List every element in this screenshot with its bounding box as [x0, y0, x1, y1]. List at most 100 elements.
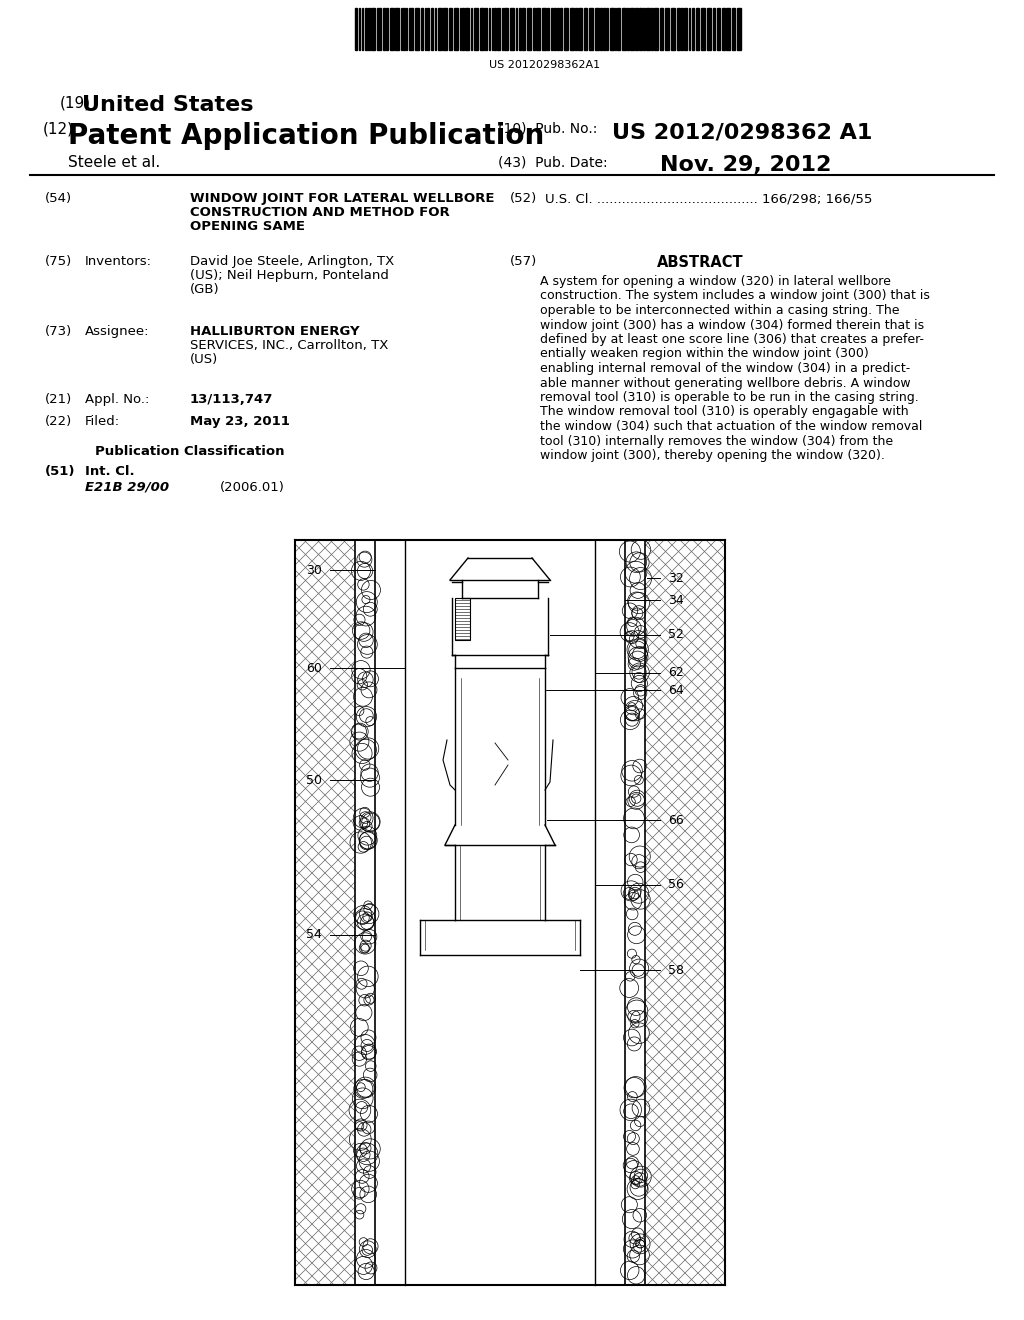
Bar [645, 8, 649, 50]
Bar [560, 8, 562, 50]
Bar [614, 8, 616, 50]
Bar [627, 8, 629, 50]
Bar [643, 8, 644, 50]
Text: E21B 29/00: E21B 29/00 [85, 480, 169, 494]
Text: (52): (52) [510, 191, 538, 205]
Text: tool (310) internally removes the window (304) from the: tool (310) internally removes the window… [540, 434, 893, 447]
Text: (US): (US) [190, 352, 218, 366]
Bar [368, 8, 370, 50]
Bar [443, 8, 447, 50]
Bar [630, 8, 634, 50]
Bar [479, 8, 483, 50]
Bar [415, 8, 419, 50]
Bar [403, 8, 404, 50]
Polygon shape [445, 825, 555, 845]
Text: (75): (75) [45, 255, 73, 268]
Text: construction. The system includes a window joint (300) that is: construction. The system includes a wind… [540, 289, 930, 302]
Bar [434, 8, 436, 50]
Bar [635, 8, 638, 50]
Bar [609, 8, 613, 50]
Text: David Joe Steele, Arlington, TX: David Joe Steele, Arlington, TX [190, 255, 394, 268]
Bar [722, 8, 725, 50]
Text: 13/113,747: 13/113,747 [190, 393, 273, 407]
Bar [564, 8, 568, 50]
Text: Assignee:: Assignee: [85, 325, 150, 338]
Bar [651, 8, 653, 50]
Bar [449, 8, 452, 50]
Text: (21): (21) [45, 393, 73, 407]
Text: SERVICES, INC., Carrollton, TX: SERVICES, INC., Carrollton, TX [190, 339, 388, 352]
Text: Int. Cl.: Int. Cl. [85, 465, 134, 478]
Text: 66: 66 [668, 813, 684, 826]
Bar [732, 8, 735, 50]
Text: (US); Neil Hepburn, Ponteland: (US); Neil Hepburn, Ponteland [190, 269, 389, 282]
Text: 30: 30 [306, 564, 322, 577]
Bar [497, 8, 500, 50]
Bar [726, 8, 730, 50]
Text: (10)  Pub. No.:: (10) Pub. No.: [498, 121, 597, 136]
Text: 62: 62 [668, 667, 684, 680]
Text: (51): (51) [45, 465, 76, 478]
Bar [377, 8, 381, 50]
Bar [365, 8, 367, 50]
Bar [371, 8, 375, 50]
Bar [659, 8, 663, 50]
Bar [485, 8, 487, 50]
Bar [692, 8, 694, 50]
Bar [681, 8, 683, 50]
Bar [383, 8, 384, 50]
Text: 56: 56 [668, 879, 684, 891]
Bar [470, 8, 472, 50]
Text: removal tool (310) is operable to be run in the casing string.: removal tool (310) is operable to be run… [540, 391, 919, 404]
Text: the window (304) such that actuation of the window removal: the window (304) such that actuation of … [540, 420, 923, 433]
Text: window joint (300) has a window (304) formed therein that is: window joint (300) has a window (304) fo… [540, 318, 924, 331]
Text: (43)  Pub. Date:: (43) Pub. Date: [498, 154, 607, 169]
Text: US 2012/0298362 A1: US 2012/0298362 A1 [612, 121, 872, 143]
Text: Nov. 29, 2012: Nov. 29, 2012 [660, 154, 831, 176]
Bar [406, 8, 407, 50]
Bar [492, 8, 493, 50]
Bar [460, 8, 461, 50]
Bar [474, 8, 478, 50]
Bar [677, 8, 680, 50]
Bar [437, 8, 441, 50]
Bar [554, 8, 555, 50]
Bar [421, 8, 423, 50]
Text: 60: 60 [306, 661, 322, 675]
Text: Patent Application Publication: Patent Application Publication [68, 121, 544, 150]
Bar [602, 8, 604, 50]
Text: United States: United States [82, 95, 254, 115]
Bar [510, 8, 513, 50]
Polygon shape [462, 579, 538, 598]
Polygon shape [450, 558, 550, 579]
Bar [700, 8, 705, 50]
Bar [358, 8, 360, 50]
Text: U.S. Cl. ....................................... 166/298; 166/55: U.S. Cl. ...............................… [545, 191, 872, 205]
Bar [515, 8, 517, 50]
Bar [355, 8, 357, 50]
Bar [534, 8, 535, 50]
Bar [425, 8, 426, 50]
Bar [462, 8, 464, 50]
Bar [617, 8, 620, 50]
Bar [385, 8, 387, 50]
Bar [409, 8, 413, 50]
Bar [639, 8, 642, 50]
Bar [595, 8, 598, 50]
Bar [502, 8, 503, 50]
Bar [504, 8, 508, 50]
Bar [519, 8, 521, 50]
Bar [551, 8, 553, 50]
Text: CONSTRUCTION AND METHOD FOR: CONSTRUCTION AND METHOD FOR [190, 206, 450, 219]
Text: (22): (22) [45, 414, 73, 428]
Bar [578, 8, 582, 50]
Bar [717, 8, 720, 50]
Text: (57): (57) [510, 255, 538, 268]
Text: defined by at least one score line (306) that creates a prefer-: defined by at least one score line (306)… [540, 333, 924, 346]
Polygon shape [455, 845, 545, 920]
Bar [488, 8, 490, 50]
Text: 64: 64 [668, 684, 684, 697]
Bar [494, 8, 496, 50]
Bar [589, 8, 593, 50]
Polygon shape [452, 598, 548, 655]
